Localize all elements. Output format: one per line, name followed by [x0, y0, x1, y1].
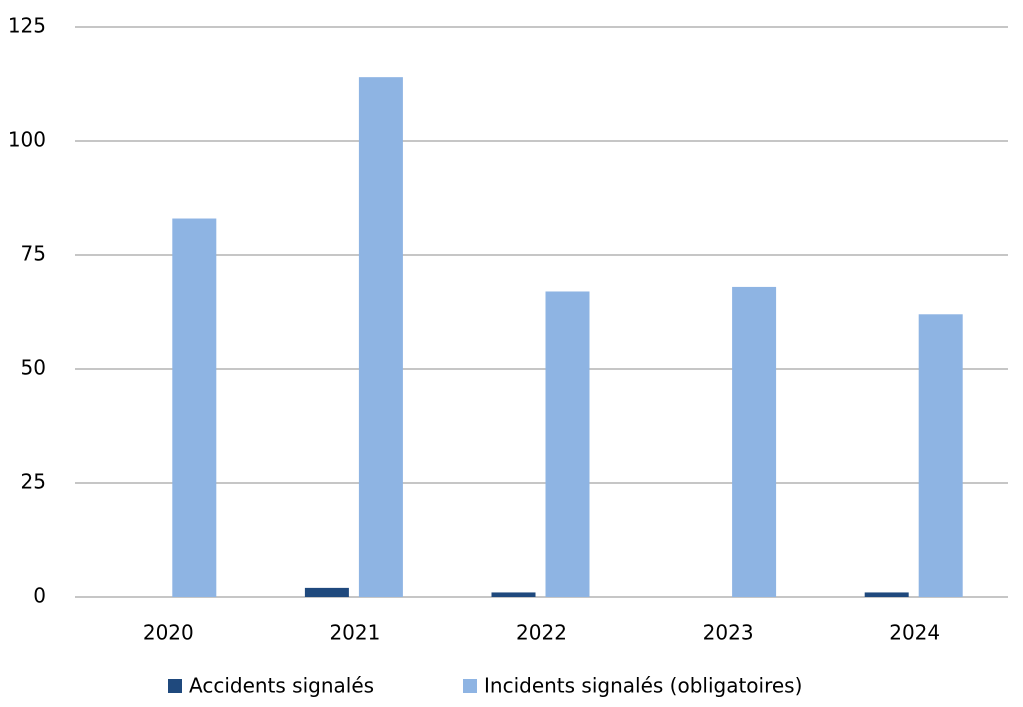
bar: [918, 314, 963, 597]
bar: [864, 592, 909, 597]
x-tick-label: 2023: [703, 621, 754, 645]
bar: [545, 291, 590, 597]
x-tick-label: 2020: [143, 621, 194, 645]
y-tick-label: 25: [21, 470, 46, 494]
y-tick-label: 125: [8, 14, 46, 38]
x-tick-label: 2024: [889, 621, 940, 645]
y-tick-label: 100: [8, 128, 46, 152]
bar: [304, 587, 349, 597]
bar: [491, 592, 536, 597]
legend-swatch: [168, 679, 182, 693]
x-tick-label: 2022: [516, 621, 567, 645]
legend-label: Accidents signalés: [189, 674, 374, 698]
bar: [732, 286, 777, 597]
y-tick-label: 50: [21, 356, 46, 380]
y-tick-label: 0: [33, 584, 46, 608]
bar: [358, 77, 403, 597]
legend-swatch: [463, 679, 477, 693]
legend-label: Incidents signalés (obligatoires): [484, 674, 802, 698]
bar: [172, 218, 217, 597]
y-tick-label: 75: [21, 242, 46, 266]
x-tick-label: 2021: [329, 621, 380, 645]
